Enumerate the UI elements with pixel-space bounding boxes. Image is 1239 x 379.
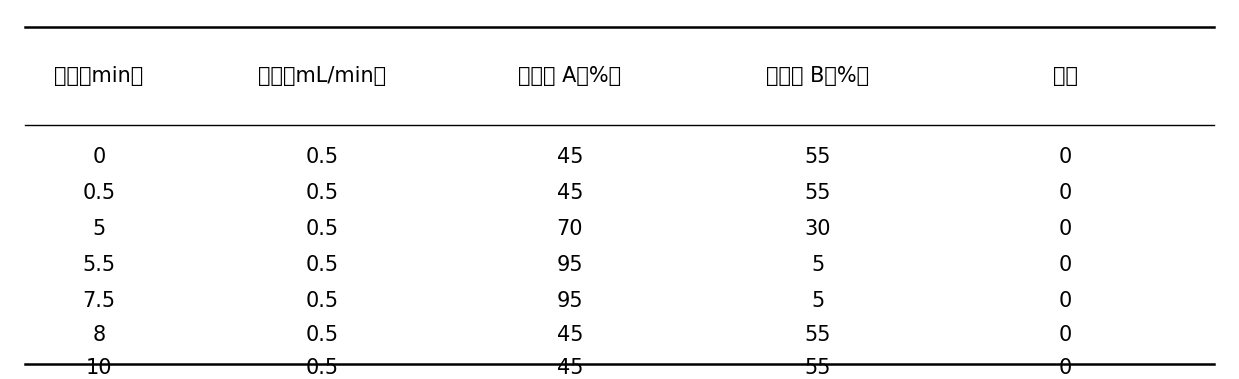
- Text: 0.5: 0.5: [306, 359, 338, 378]
- Text: 0.5: 0.5: [306, 183, 338, 203]
- Text: 0.5: 0.5: [306, 326, 338, 345]
- Text: 95: 95: [556, 291, 584, 311]
- Text: 45: 45: [556, 147, 584, 167]
- Text: 曲线: 曲线: [1053, 66, 1078, 86]
- Text: 55: 55: [804, 359, 831, 378]
- Text: 7.5: 7.5: [83, 291, 115, 311]
- Text: 5.5: 5.5: [83, 255, 115, 275]
- Text: 流动相 A（%）: 流动相 A（%）: [518, 66, 622, 86]
- Text: 55: 55: [804, 147, 831, 167]
- Text: 0.5: 0.5: [306, 255, 338, 275]
- Text: 30: 30: [804, 219, 831, 239]
- Text: 55: 55: [804, 326, 831, 345]
- Text: 0: 0: [93, 147, 105, 167]
- Text: 0.5: 0.5: [306, 147, 338, 167]
- Text: 45: 45: [556, 183, 584, 203]
- Text: 流速（mL/min）: 流速（mL/min）: [258, 66, 387, 86]
- Text: 8: 8: [93, 326, 105, 345]
- Text: 10: 10: [85, 359, 113, 378]
- Text: 0: 0: [1059, 326, 1072, 345]
- Text: 70: 70: [556, 219, 584, 239]
- Text: 0: 0: [1059, 219, 1072, 239]
- Text: 5: 5: [812, 291, 824, 311]
- Text: 5: 5: [93, 219, 105, 239]
- Text: 流动相 B（%）: 流动相 B（%）: [766, 66, 870, 86]
- Text: 时间（min）: 时间（min）: [55, 66, 144, 86]
- Text: 55: 55: [804, 183, 831, 203]
- Text: 5: 5: [812, 255, 824, 275]
- Text: 0: 0: [1059, 255, 1072, 275]
- Text: 0: 0: [1059, 183, 1072, 203]
- Text: 0.5: 0.5: [83, 183, 115, 203]
- Text: 0.5: 0.5: [306, 291, 338, 311]
- Text: 0: 0: [1059, 147, 1072, 167]
- Text: 45: 45: [556, 359, 584, 378]
- Text: 0: 0: [1059, 291, 1072, 311]
- Text: 95: 95: [556, 255, 584, 275]
- Text: 45: 45: [556, 326, 584, 345]
- Text: 0.5: 0.5: [306, 219, 338, 239]
- Text: 0: 0: [1059, 359, 1072, 378]
